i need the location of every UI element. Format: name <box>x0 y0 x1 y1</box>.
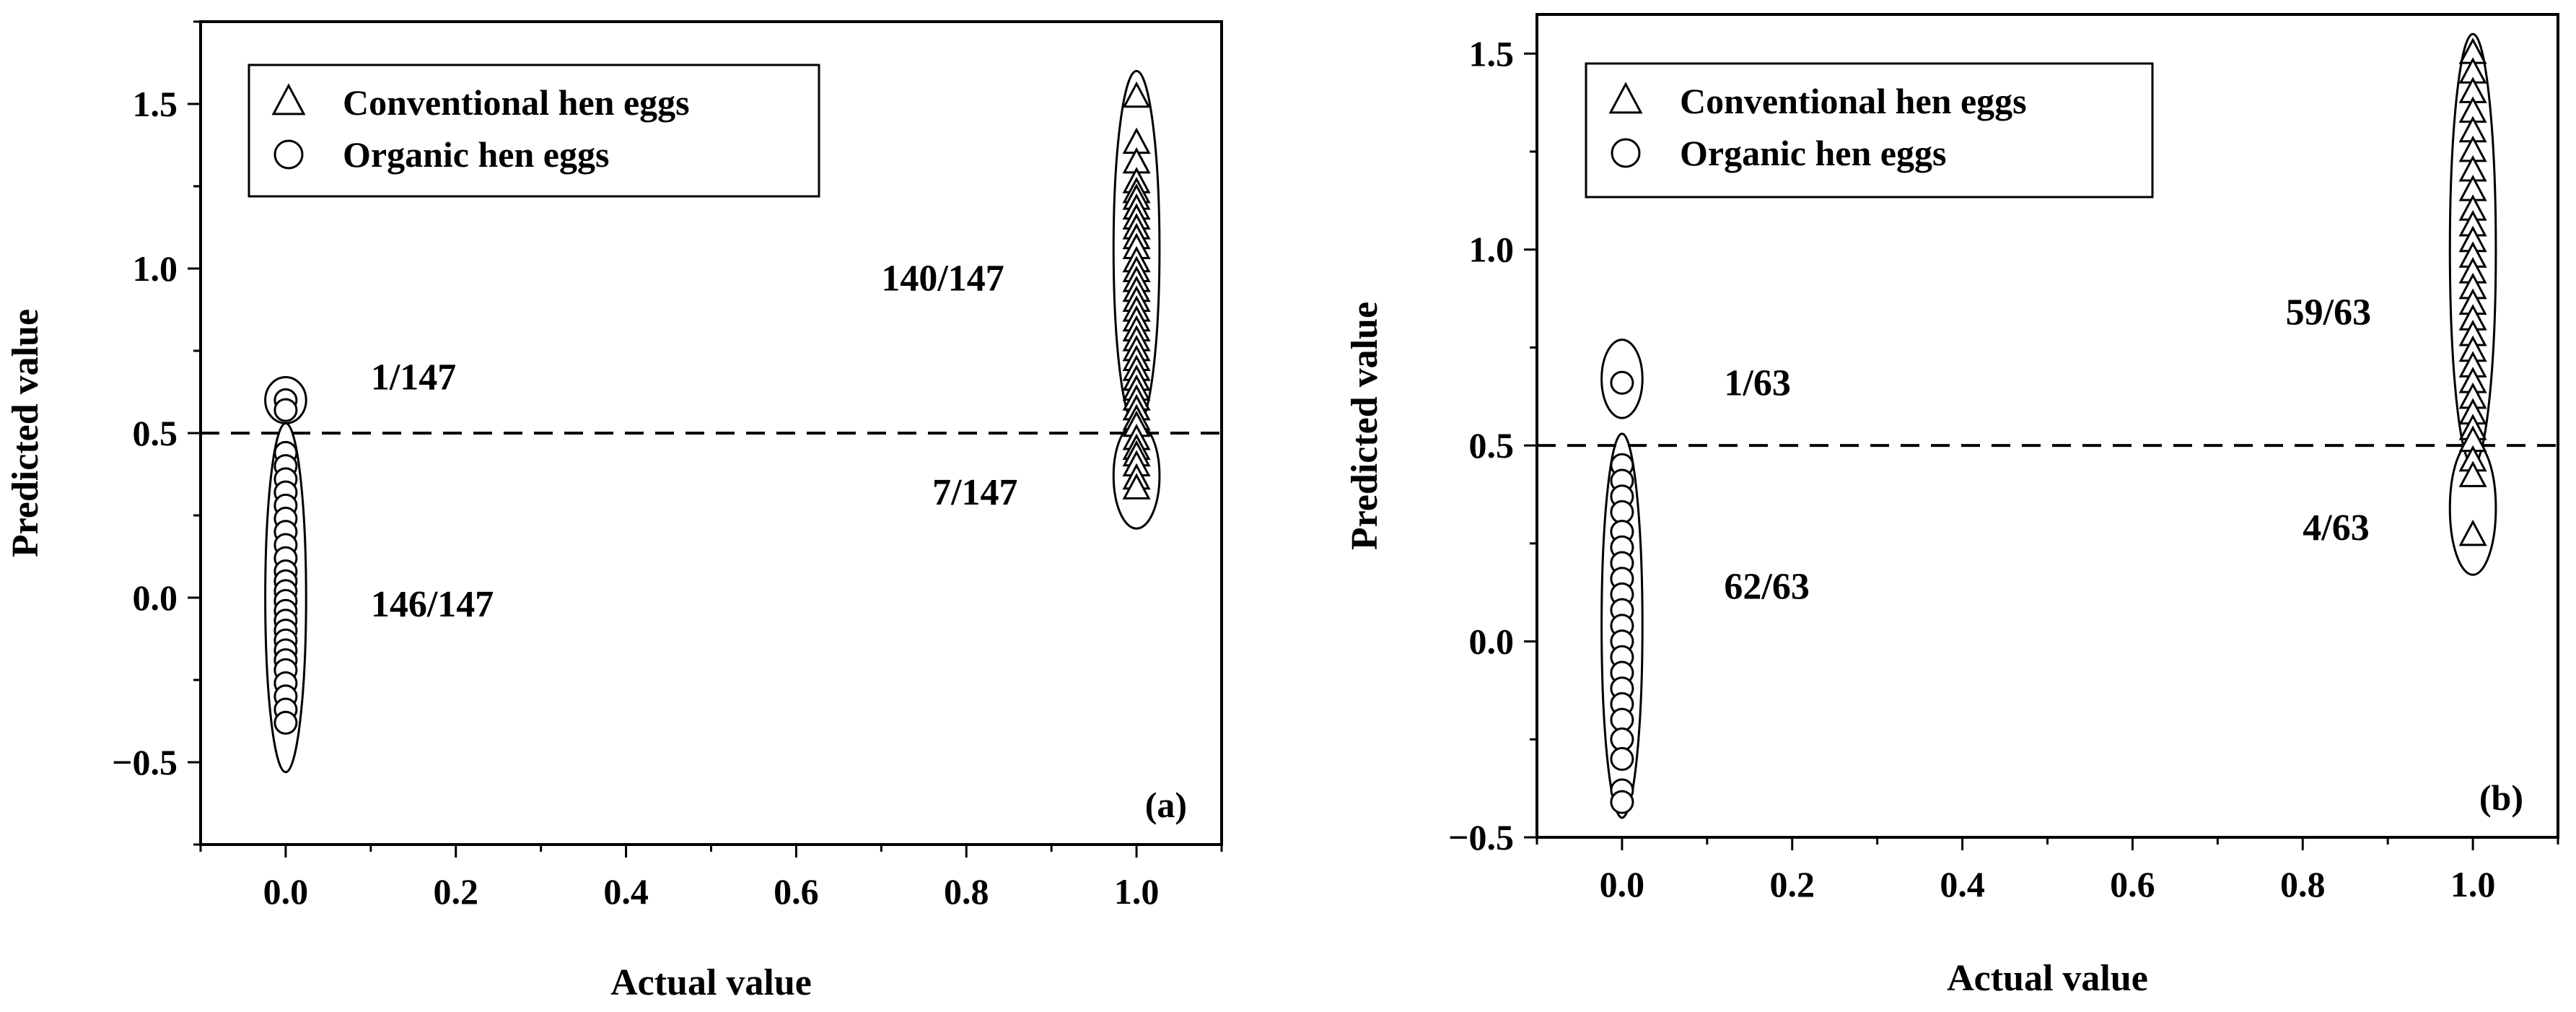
data-point-circle <box>1610 746 1634 771</box>
count-annotation: 59/63 <box>2286 292 2371 333</box>
count-annotation: 1/63 <box>1724 362 1790 404</box>
group-ellipse <box>1600 339 1644 419</box>
legend-label: Organic hen eggs <box>343 134 609 175</box>
data-point-circle <box>1610 707 1634 732</box>
x-tick-label: 1.0 <box>2450 864 2496 904</box>
x-axis-label: Actual value <box>1947 958 2148 999</box>
y-tick-label: 1.0 <box>1469 230 1515 270</box>
x-tick-label: 0.8 <box>2280 864 2326 904</box>
x-tick-label: 0.4 <box>1940 864 1985 904</box>
data-point-circle <box>273 710 298 735</box>
x-tick-label: 0.6 <box>2110 864 2155 904</box>
data-point-triangle <box>1122 473 1151 500</box>
data-point-triangle <box>1122 81 1151 108</box>
y-axis-label: Predicted value <box>1344 302 1385 550</box>
count-annotation: 146/147 <box>371 584 494 625</box>
x-tick-label: 0.0 <box>1600 864 1645 904</box>
data-point-triangle <box>2458 519 2487 546</box>
x-tick-label: 0.2 <box>434 871 479 912</box>
count-annotation: 62/63 <box>1724 567 1809 608</box>
data-point-circle <box>1610 790 1634 814</box>
data-point-circle <box>273 398 298 422</box>
legend-circle-marker <box>1611 138 1641 168</box>
data-point-circle <box>1610 727 1634 751</box>
x-tick-label: 0.2 <box>1770 864 1815 904</box>
legend-triangle-marker <box>1608 82 1643 114</box>
x-tick-label: 0.0 <box>263 871 309 912</box>
count-annotation: 4/63 <box>2303 507 2369 549</box>
legend-label: Conventional hen eggs <box>1680 81 2027 121</box>
data-point-triangle <box>2458 461 2487 487</box>
y-tick-label: −0.5 <box>112 742 178 782</box>
y-tick-label: 0.0 <box>133 577 178 618</box>
legend-label: Organic hen eggs <box>1680 133 1946 173</box>
panel-label: (a) <box>1145 785 1187 825</box>
legend-label: Conventional hen eggs <box>343 82 690 123</box>
group-ellipse <box>1600 432 1644 819</box>
legend-box <box>247 64 820 198</box>
count-annotation: 7/147 <box>932 472 1017 513</box>
y-tick-label: 1.0 <box>133 248 178 289</box>
data-point-circle <box>1610 500 1634 524</box>
x-tick-label: 1.0 <box>1114 871 1160 912</box>
y-tick-label: 0.5 <box>133 413 178 453</box>
x-tick-label: 0.4 <box>603 871 649 912</box>
legend-triangle-marker <box>271 83 306 115</box>
y-tick-label: −0.5 <box>1448 817 1514 858</box>
chart-panel-b: 0.0 0.2 0.4 0.6 0.8 1.0 −0.5 0.0 0.5 1.0 1.5 Actual… <box>1344 13 2559 999</box>
count-annotation: 1/147 <box>371 357 456 398</box>
legend-circle-marker <box>273 139 304 170</box>
y-tick-label: 1.5 <box>133 84 178 124</box>
y-tick-label: 0.5 <box>1469 425 1515 466</box>
x-tick-label: 0.8 <box>944 871 989 912</box>
panel-label: (b) <box>2479 777 2523 818</box>
x-tick-label: 0.6 <box>774 871 819 912</box>
chart-panel-a: 0.0 0.2 0.4 0.6 0.8 1.0 −0.5 0.0 0.5 1.0 1.5 Actual… <box>5 20 1223 1003</box>
group-ellipse <box>264 422 307 774</box>
x-axis-label: Actual value <box>610 962 812 1003</box>
data-point-circle <box>1610 370 1634 395</box>
count-annotation: 140/147 <box>881 258 1004 300</box>
y-tick-label: 0.0 <box>1469 621 1515 662</box>
y-axis-label: Predicted value <box>5 309 46 557</box>
legend-box <box>1585 62 2154 199</box>
y-tick-label: 1.5 <box>1469 33 1515 74</box>
